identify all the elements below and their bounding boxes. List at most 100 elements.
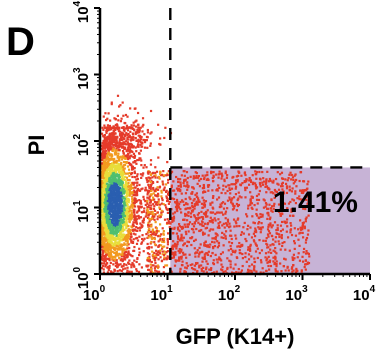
event-dot: [117, 148, 120, 151]
event-dot: [119, 137, 122, 141]
event-dot: [177, 249, 180, 253]
gate-region-layer: [170, 167, 370, 274]
event-dot: [106, 249, 109, 252]
event-dot: [233, 251, 237, 254]
event-dot: [146, 247, 150, 250]
event-dot: [211, 211, 215, 214]
event-dot: [179, 181, 182, 184]
event-dot: [115, 196, 118, 199]
event-dot: [114, 208, 117, 211]
event-dot: [125, 132, 128, 135]
event-dots-layer: [100, 94, 311, 276]
event-dot: [103, 156, 106, 159]
event-dot: [104, 138, 107, 141]
event-dot: [244, 173, 247, 177]
event-dot: [129, 238, 132, 241]
event-dot: [103, 246, 107, 250]
event-dot: [191, 192, 194, 195]
event-dot: [301, 223, 305, 226]
event-dot: [103, 146, 107, 149]
event-dot: [115, 238, 118, 241]
event-dot: [139, 143, 142, 147]
event-dot: [126, 233, 129, 237]
event-dot: [125, 161, 128, 165]
event-dot: [116, 223, 119, 226]
event-dot: [216, 211, 220, 214]
event-dot: [155, 256, 158, 259]
event-dot: [216, 188, 219, 191]
event-dot: [128, 246, 131, 250]
event-dot: [132, 121, 135, 124]
event-dot: [214, 232, 217, 235]
event-dot: [138, 229, 142, 232]
event-dot: [127, 233, 130, 236]
y-tick-exponent: 0: [72, 266, 83, 272]
event-dot: [108, 266, 111, 270]
event-dot: [260, 249, 264, 252]
event-dot: [211, 189, 214, 192]
event-dot: [126, 192, 130, 195]
event-dot: [149, 201, 152, 204]
event-dot: [135, 200, 138, 204]
event-dot: [150, 236, 153, 239]
event-dot: [268, 268, 271, 271]
event-dot: [135, 221, 138, 224]
event-dot: [120, 213, 123, 216]
event-dot: [135, 199, 139, 202]
event-dot: [123, 134, 126, 137]
event-dot: [201, 196, 204, 199]
event-dot: [194, 217, 198, 220]
event-dot: [140, 188, 143, 191]
event-dot: [113, 157, 116, 161]
event-dot: [131, 146, 135, 149]
event-dot: [126, 229, 129, 232]
event-dot: [251, 182, 254, 186]
event-dot: [113, 196, 116, 199]
event-dot: [261, 226, 264, 229]
event-dot: [179, 268, 182, 271]
event-dot: [211, 240, 214, 244]
event-dot: [204, 252, 208, 255]
event-dot: [102, 145, 105, 149]
event-dot: [129, 107, 132, 110]
event-dot: [304, 207, 307, 211]
event-dot: [103, 144, 106, 147]
event-dot: [118, 142, 121, 145]
event-dot: [247, 248, 250, 251]
event-dot: [146, 146, 149, 149]
event-dot: [149, 263, 152, 266]
event-dot: [163, 218, 167, 221]
event-dot: [122, 177, 125, 181]
event-dot: [205, 226, 209, 229]
event-dot: [126, 179, 129, 182]
event-dot: [167, 170, 170, 173]
event-dot: [161, 240, 164, 243]
event-dot: [100, 262, 103, 265]
event-dot: [281, 185, 284, 188]
event-dot: [171, 217, 174, 220]
event-dot: [101, 253, 104, 256]
event-dot: [203, 253, 206, 256]
event-dot: [275, 265, 278, 268]
event-dot: [172, 254, 176, 257]
event-dot: [110, 139, 114, 142]
event-dot: [138, 247, 141, 250]
event-dot: [145, 233, 148, 236]
event-dot: [128, 206, 132, 209]
event-dot: [170, 170, 174, 173]
event-dot: [111, 244, 114, 247]
event-dot: [125, 225, 128, 228]
event-dot: [101, 214, 104, 217]
event-dot: [112, 189, 115, 192]
event-dot: [109, 176, 112, 179]
event-dot: [220, 236, 223, 239]
event-dot: [192, 175, 195, 178]
event-dot: [222, 184, 225, 187]
event-dot: [267, 207, 270, 210]
event-dot: [110, 190, 113, 193]
event-dot: [271, 181, 274, 184]
event-dot: [262, 198, 265, 201]
event-dot: [149, 132, 152, 135]
event-dot: [289, 214, 292, 217]
event-dot: [112, 161, 116, 164]
